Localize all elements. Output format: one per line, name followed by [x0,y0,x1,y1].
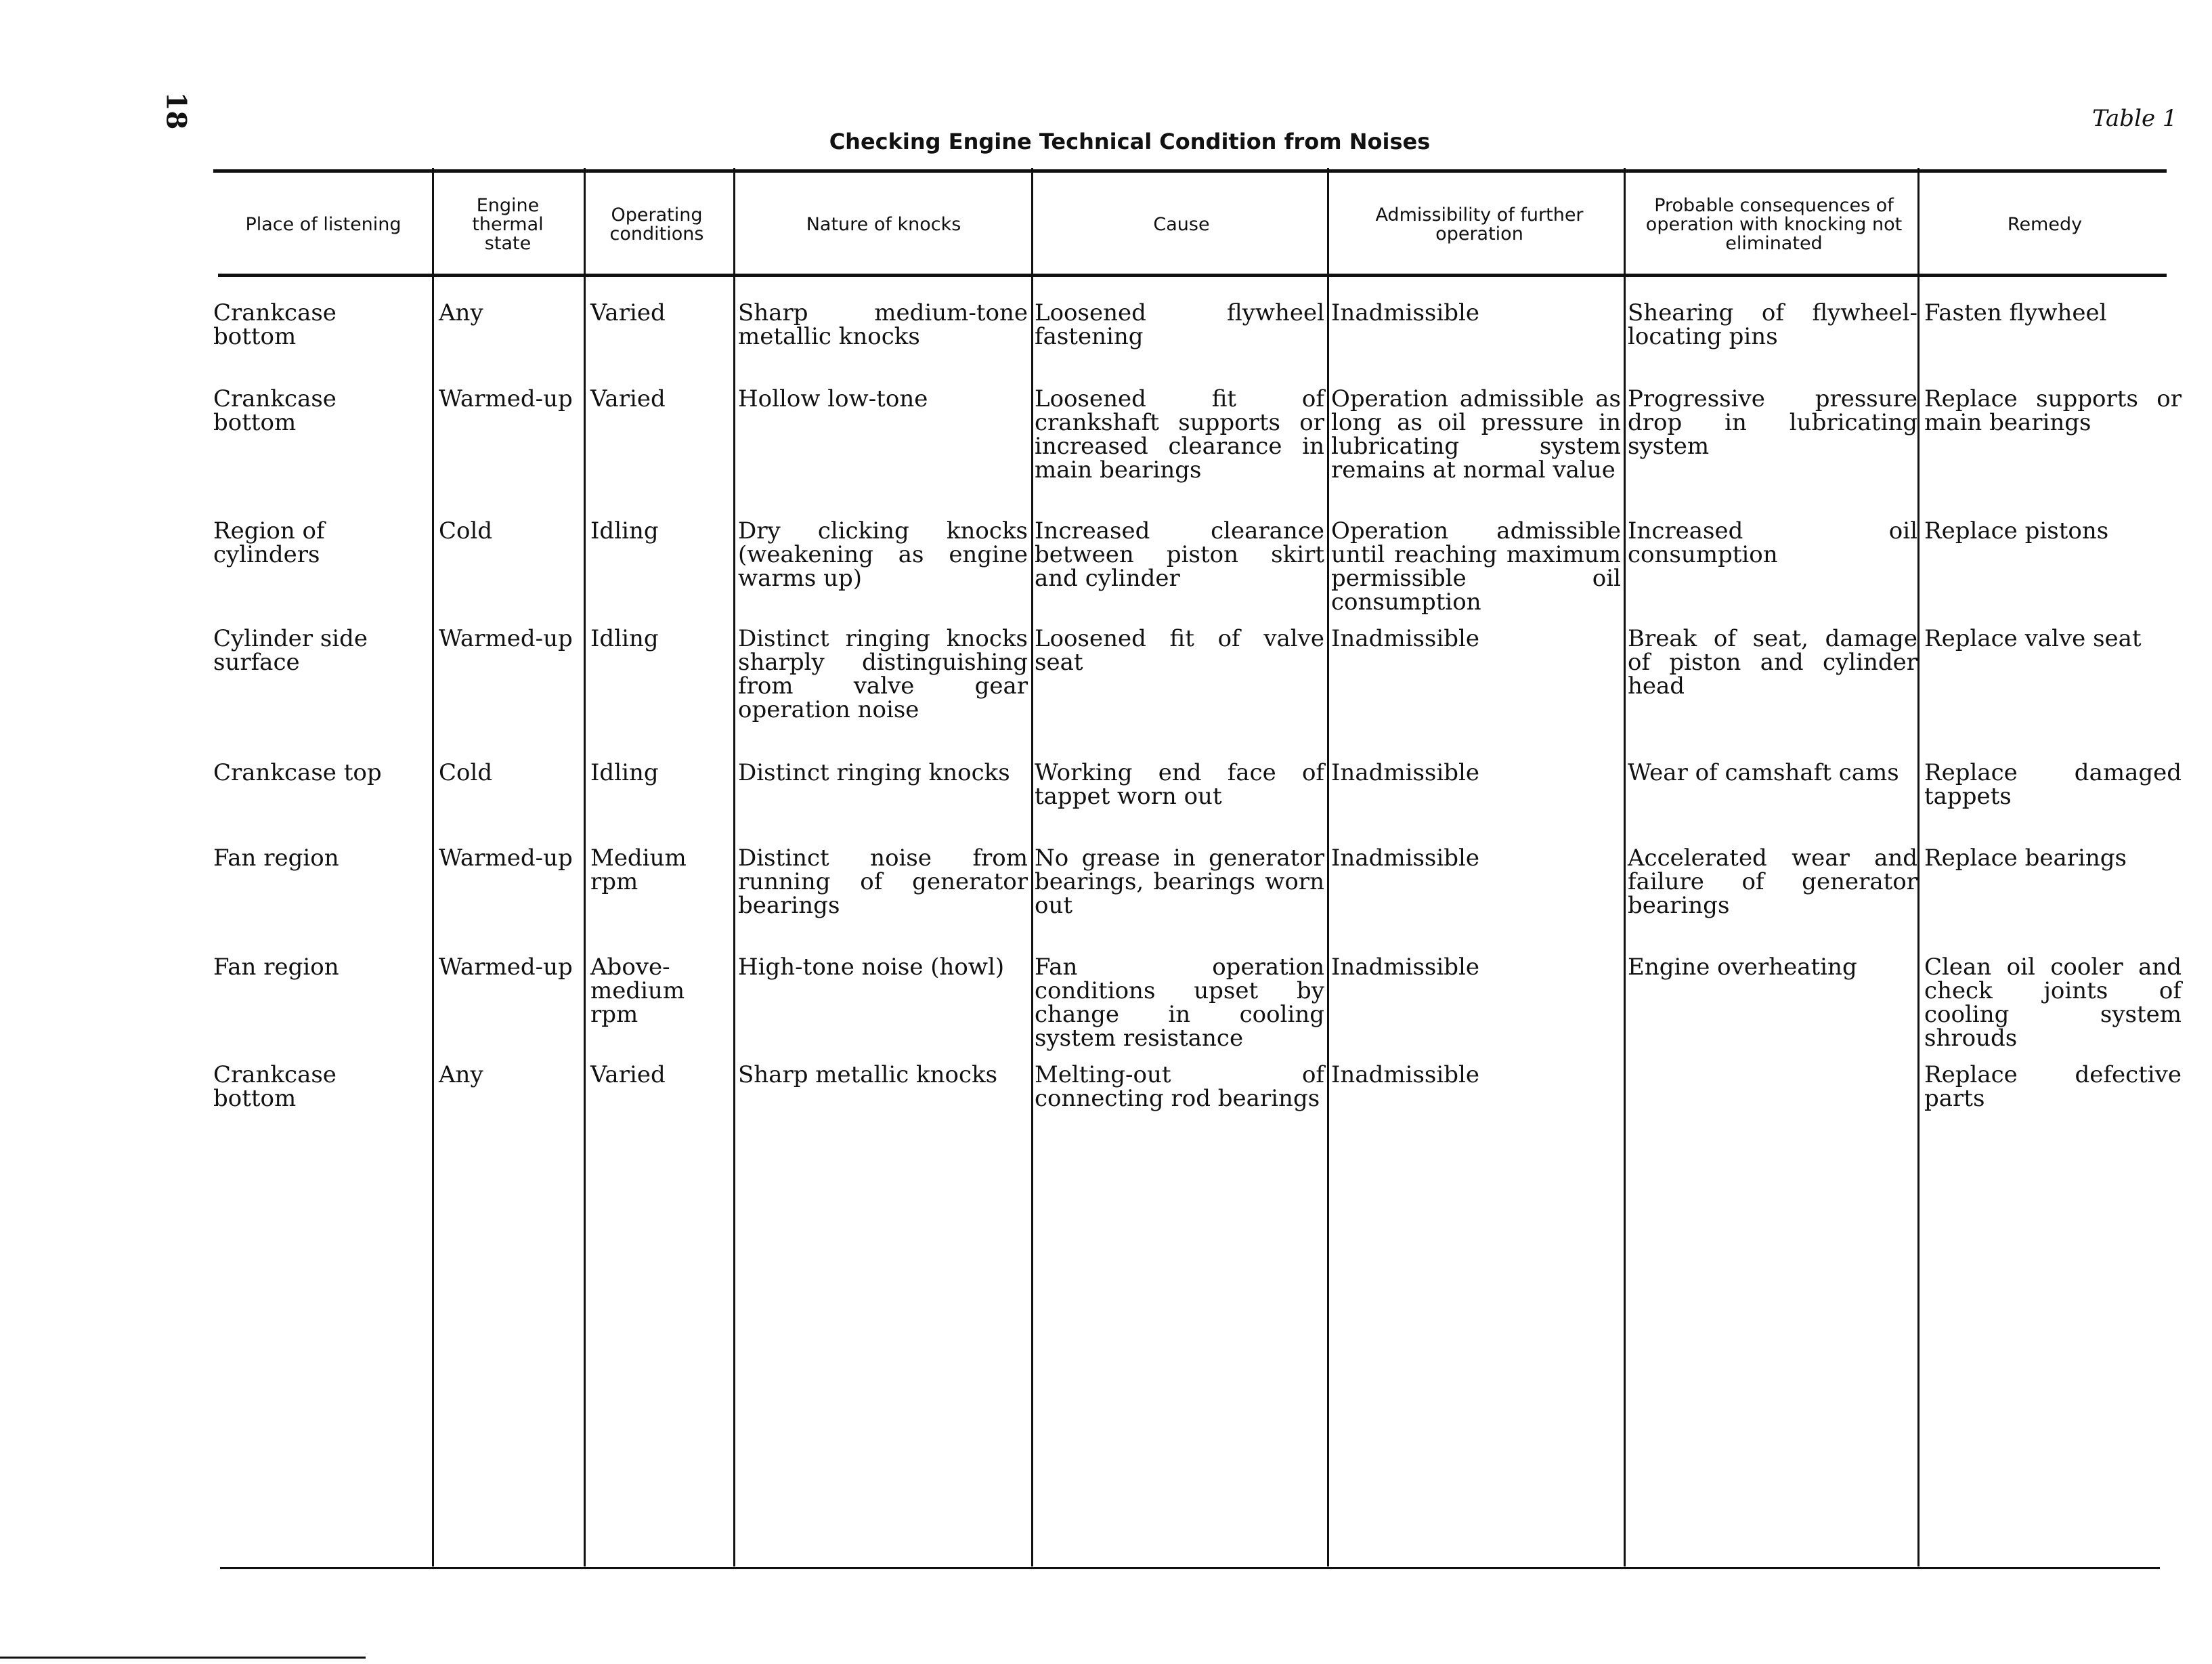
table-cell: Idling [590,517,659,545]
table-cell: Warmed-up [439,845,573,872]
table-cell: Any [439,299,483,326]
header-nature: Nature of knocks [806,214,961,235]
column-divider [1327,168,1329,1566]
column-divider [1917,168,1920,1566]
bottom-rule [220,1567,2160,1569]
table-cell: Medium rpm [590,845,687,895]
table-cell: Replace defective parts [1924,1061,2182,1112]
header-place: Place of listening [245,214,402,235]
table-cell: Distinct ringing knocks [738,759,1010,786]
table-cell: Hollow low-tone [738,385,928,412]
table-label: Table 1 [2092,105,2177,132]
table-cell: Replace supports or main bearings [1924,385,2182,436]
table-cell: Warmed-up [439,385,573,412]
column-divider [432,168,434,1566]
table-cell: Inadmissible [1331,845,1480,872]
table-cell: Above-medium rpm [590,954,685,1028]
footer-line [0,1657,366,1659]
table-cell: Distinct ringing knocks sharply distingu… [738,625,1028,723]
header-operating-conditions: Operating conditions [609,205,704,244]
table-cell: Cylinder side surface [213,625,368,676]
table-cell: Replace damaged tappets [1924,759,2182,810]
table-cell: Replace pistons [1924,517,2109,545]
table-cell: Loosened fit of valve seat [1035,625,1324,676]
table-cell: Inadmissible [1331,1061,1480,1088]
table-cell: Distinct noise from running of generator… [738,845,1028,919]
table-cell: Increased oil consumption [1628,517,1917,568]
table-cell: Region of cylinders [213,517,325,568]
table-cell: Fan region [213,954,339,981]
table-cell: Inadmissible [1331,759,1480,786]
header-cause: Cause [1153,214,1210,235]
table-cell: Replace bearings [1924,845,2127,872]
table-cell: Loosened flywheel fastening [1035,299,1324,350]
table-cell: Operation admissible as long as oil pres… [1331,385,1621,484]
table-cell: Crankcase bottom [213,1061,337,1112]
table-cell: Varied [590,299,666,326]
table-cell: Inadmissible [1331,954,1480,981]
table-cell: Crankcase bottom [213,385,337,436]
table-cell: Inadmissible [1331,625,1480,652]
table-cell: Melting-out of connecting rod bearings [1035,1061,1324,1112]
header-admissibility: Admissibility of further operation [1375,205,1584,244]
table-cell: No grease in generator bearings, bearing… [1035,845,1324,919]
table-cell: Idling [590,759,659,786]
table-title: Checking Engine Technical Condition from… [829,129,1431,154]
column-divider [733,168,735,1566]
table-cell: Progressive pressure drop in lubricating… [1628,385,1917,460]
header-rule [218,274,2167,277]
table-cell: Fasten flywheel [1924,299,2107,326]
table-cell: Cold [439,759,493,786]
table-cell: Replace valve seat [1924,625,2142,652]
table-cell: High-tone noise (howl) [738,954,1005,981]
page-number: 18 [160,91,192,130]
table-cell: Sharp metallic knocks [738,1061,998,1088]
column-divider [584,168,586,1566]
table-cell: Idling [590,625,659,652]
table-cell: Crankcase top [213,759,382,786]
table-cell: Accelerated wear and failure of generato… [1628,845,1917,919]
top-rule [213,169,2167,173]
column-divider [1031,168,1033,1566]
table-cell: Fan region [213,845,339,872]
table-cell: Varied [590,385,666,412]
table-cell: Increased clearance between piston skirt… [1035,517,1324,592]
header-thermal-state: Engine thermal state [472,195,544,254]
table-cell: Clean oil cooler and check joints of coo… [1924,954,2182,1052]
header-consequences: Probable consequences of operation with … [1645,195,1903,254]
table-cell: Warmed-up [439,625,573,652]
table-cell: Working end face of tappet worn out [1035,759,1324,810]
table-cell: Break of seat, damage of piston and cyli… [1628,625,1917,700]
table-cell: Cold [439,517,493,545]
table-cell: Any [439,1061,483,1088]
table-cell: Crankcase bottom [213,299,337,350]
table-cell: Varied [590,1061,666,1088]
table-cell: Shearing of flywheel-locating pins [1628,299,1917,350]
table-cell: Sharp medium-tone metallic knocks [738,299,1028,350]
table-cell: Wear of camshaft cams [1628,759,1899,786]
header-remedy: Remedy [2007,214,2083,235]
table-cell: Fan operation conditions upset by change… [1035,954,1324,1052]
column-divider [1624,168,1626,1566]
table-cell: Loosened fit of crankshaft supports or i… [1035,385,1324,484]
table-cell: Inadmissible [1331,299,1480,326]
table-cell: Engine overheating [1628,954,1857,981]
table-cell: Warmed-up [439,954,573,981]
table-cell: Operation admissible until reaching maxi… [1331,517,1621,616]
table-cell: Dry clicking knocks (weakening as engine… [738,517,1028,592]
